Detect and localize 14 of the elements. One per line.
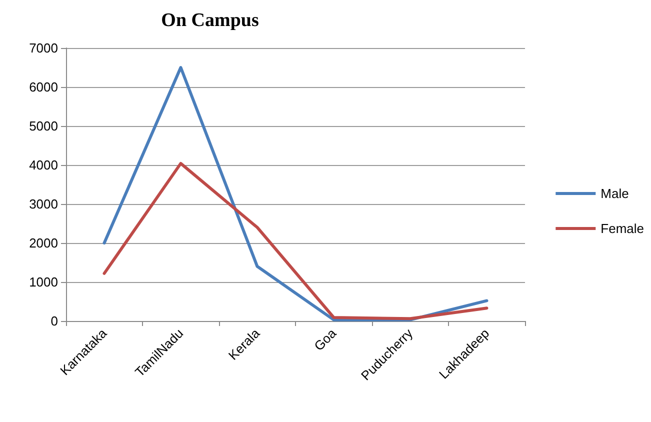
y-tick-label: 3000 [29,196,58,212]
line-series [102,162,488,320]
legend-label: Female [600,221,644,236]
y-tick-label: 2000 [29,236,58,250]
y-tick-label: 5000 [29,118,58,134]
x-tick-label: Goa [311,325,340,354]
line-series [102,66,488,322]
y-tick-label: 6000 [29,80,58,94]
y-tick-label: 4000 [29,158,58,172]
y-tick-label: 7000 [29,40,58,56]
chart-title: On Campus [161,10,259,31]
y-tick-label: 0 [50,314,58,328]
legend-label: Male [600,186,629,201]
y-tick-label: 1000 [29,274,58,290]
